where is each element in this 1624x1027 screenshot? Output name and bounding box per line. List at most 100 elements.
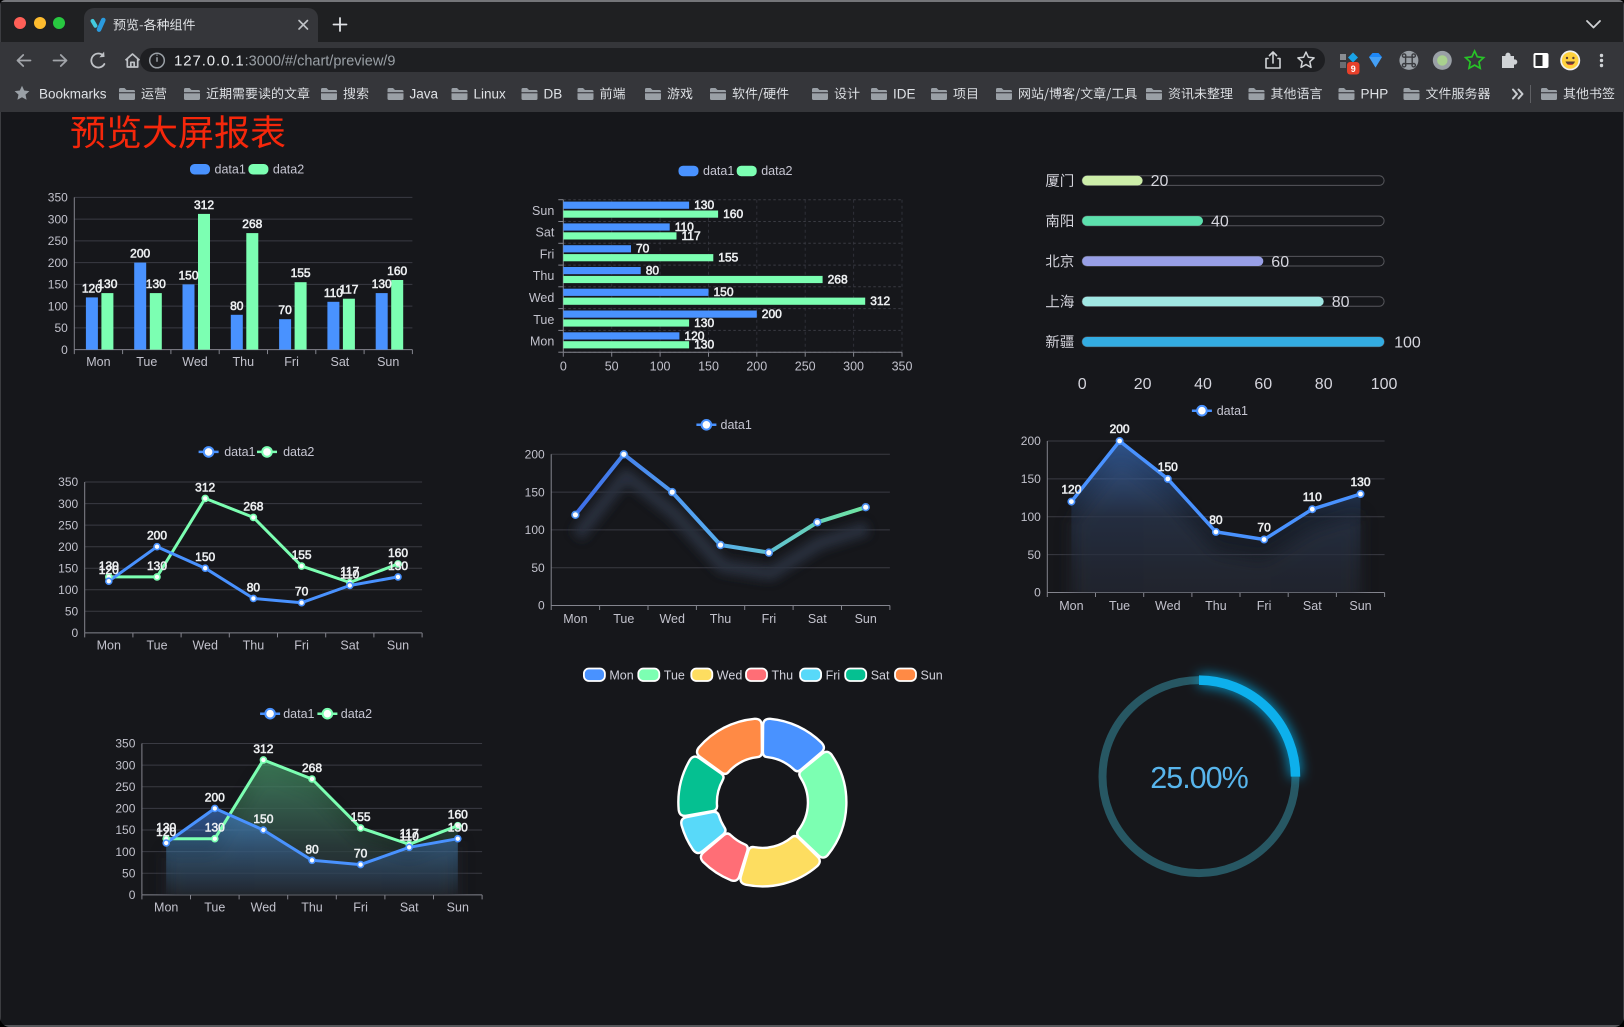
svg-text:150: 150 bbox=[115, 823, 135, 837]
svg-text:155: 155 bbox=[292, 548, 312, 562]
svg-text:155: 155 bbox=[291, 266, 311, 280]
svg-text:0: 0 bbox=[129, 888, 136, 902]
svg-text:200: 200 bbox=[525, 448, 545, 462]
svg-text:110: 110 bbox=[324, 286, 343, 300]
svg-text:Mon: Mon bbox=[1059, 599, 1083, 613]
svg-text:Sat: Sat bbox=[1303, 599, 1322, 613]
svg-text:150: 150 bbox=[714, 285, 734, 299]
svg-text:350: 350 bbox=[115, 737, 135, 751]
svg-text:Tue: Tue bbox=[664, 668, 685, 682]
svg-text:160: 160 bbox=[387, 264, 407, 278]
svg-text:70: 70 bbox=[636, 242, 650, 256]
svg-text:300: 300 bbox=[48, 212, 68, 226]
svg-text:data2: data2 bbox=[273, 162, 304, 176]
svg-text:130: 130 bbox=[156, 821, 176, 835]
svg-text:Wed: Wed bbox=[192, 639, 218, 653]
svg-text:312: 312 bbox=[194, 198, 214, 212]
svg-text:130: 130 bbox=[694, 338, 714, 352]
svg-text:50: 50 bbox=[65, 605, 79, 619]
svg-text:200: 200 bbox=[762, 307, 782, 321]
svg-text:0: 0 bbox=[61, 343, 68, 357]
svg-text:Wed: Wed bbox=[659, 612, 685, 626]
svg-text:117: 117 bbox=[340, 565, 359, 579]
svg-text:130: 130 bbox=[205, 821, 225, 835]
svg-text:20: 20 bbox=[1151, 173, 1169, 190]
svg-text:150: 150 bbox=[48, 278, 68, 292]
svg-text:150: 150 bbox=[58, 561, 78, 575]
svg-text:Fri: Fri bbox=[353, 901, 368, 915]
svg-text:200: 200 bbox=[1021, 434, 1041, 448]
svg-text:Sat: Sat bbox=[340, 639, 359, 653]
svg-text:130: 130 bbox=[694, 198, 714, 212]
svg-text:Wed: Wed bbox=[529, 291, 555, 305]
svg-text:200: 200 bbox=[115, 802, 135, 816]
svg-text:160: 160 bbox=[723, 207, 743, 221]
svg-text:Thu: Thu bbox=[772, 668, 794, 682]
svg-text:Wed: Wed bbox=[251, 901, 277, 915]
svg-text:200: 200 bbox=[130, 247, 150, 261]
svg-text:110: 110 bbox=[1303, 490, 1322, 504]
svg-text:Sat: Sat bbox=[536, 226, 555, 240]
svg-text:Bookmarks: Bookmarks bbox=[39, 87, 107, 102]
svg-text:Thu: Thu bbox=[301, 901, 323, 915]
svg-text:110: 110 bbox=[400, 829, 419, 843]
svg-text:data1: data1 bbox=[703, 164, 734, 178]
svg-text:80: 80 bbox=[1315, 376, 1333, 393]
svg-text:50: 50 bbox=[1027, 548, 1041, 562]
svg-text:70: 70 bbox=[354, 847, 368, 861]
svg-text:Sun: Sun bbox=[921, 668, 943, 682]
svg-text:150: 150 bbox=[525, 485, 545, 499]
svg-text:data1: data1 bbox=[1217, 404, 1248, 418]
svg-text:50: 50 bbox=[605, 360, 619, 374]
svg-text:Thu: Thu bbox=[233, 355, 255, 369]
svg-text:200: 200 bbox=[48, 256, 68, 270]
svg-text:data2: data2 bbox=[761, 164, 792, 178]
svg-text:250: 250 bbox=[58, 518, 78, 532]
svg-text:Linux: Linux bbox=[474, 87, 507, 102]
svg-text:268: 268 bbox=[242, 217, 262, 231]
svg-text:127.0.0.1:3000/#/chart/preview: 127.0.0.1:3000/#/chart/preview/9 bbox=[174, 53, 395, 70]
svg-text:110: 110 bbox=[675, 220, 694, 234]
svg-text:120: 120 bbox=[156, 825, 176, 839]
svg-text:300: 300 bbox=[843, 360, 864, 374]
svg-text:Sat: Sat bbox=[331, 355, 350, 369]
svg-text:PHP: PHP bbox=[1361, 87, 1389, 102]
svg-text:80: 80 bbox=[305, 842, 319, 856]
svg-text:Fri: Fri bbox=[1257, 599, 1272, 613]
svg-text:80: 80 bbox=[646, 264, 660, 278]
svg-text:117: 117 bbox=[339, 283, 358, 297]
svg-text:100: 100 bbox=[48, 299, 68, 313]
svg-text:300: 300 bbox=[58, 497, 78, 511]
svg-text:70: 70 bbox=[278, 303, 292, 317]
svg-text:Wed: Wed bbox=[182, 355, 208, 369]
svg-text:data2: data2 bbox=[283, 445, 314, 459]
svg-text:Sun: Sun bbox=[1349, 599, 1371, 613]
svg-text:155: 155 bbox=[718, 251, 738, 265]
svg-text:9: 9 bbox=[1351, 64, 1356, 74]
svg-text:250: 250 bbox=[48, 234, 68, 248]
svg-text:160: 160 bbox=[448, 808, 468, 822]
svg-text:130: 130 bbox=[147, 559, 167, 573]
svg-text:data1: data1 bbox=[721, 418, 752, 432]
svg-text:130: 130 bbox=[99, 559, 119, 573]
svg-text:120: 120 bbox=[684, 329, 704, 343]
svg-text:50: 50 bbox=[122, 867, 136, 881]
svg-text:Mon: Mon bbox=[530, 335, 554, 349]
svg-text:80: 80 bbox=[230, 299, 244, 313]
svg-text:Fri: Fri bbox=[826, 668, 841, 682]
svg-text:DB: DB bbox=[544, 87, 563, 102]
svg-text:268: 268 bbox=[828, 272, 848, 286]
svg-text:80: 80 bbox=[1209, 513, 1223, 527]
svg-text:data1: data1 bbox=[215, 162, 246, 176]
svg-text:50: 50 bbox=[54, 321, 68, 335]
svg-text:Fri: Fri bbox=[540, 248, 555, 262]
svg-text:312: 312 bbox=[870, 294, 890, 308]
svg-text:350: 350 bbox=[892, 360, 913, 374]
svg-text:Sat: Sat bbox=[400, 901, 419, 915]
svg-text:0: 0 bbox=[1034, 586, 1041, 600]
svg-text:200: 200 bbox=[58, 540, 78, 554]
svg-text:117: 117 bbox=[400, 826, 419, 840]
svg-text:80: 80 bbox=[247, 580, 261, 594]
svg-text:200: 200 bbox=[205, 790, 225, 804]
svg-text:Sun: Sun bbox=[447, 901, 469, 915]
